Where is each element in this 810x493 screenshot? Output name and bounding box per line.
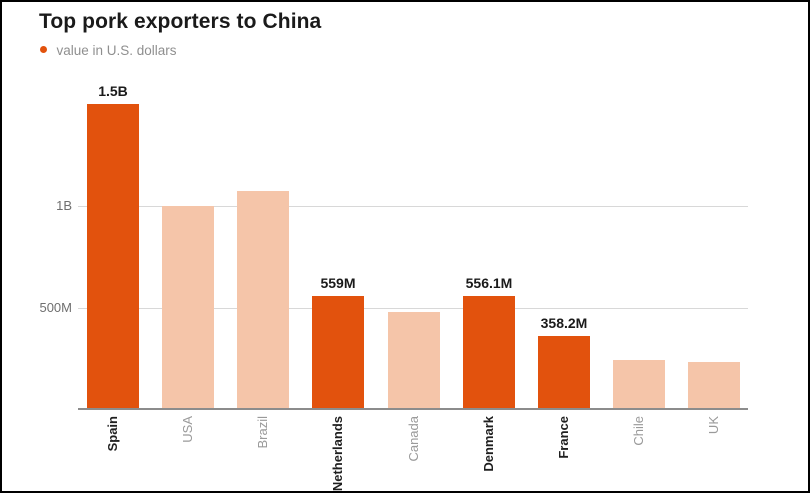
bar-spain [87,104,139,409]
chart-legend: value in U.S. dollars [40,42,177,58]
bar-chile [613,360,665,409]
bar-canada [388,312,440,409]
bar-netherlands [312,296,364,409]
bar-value-label-spain: 1.5B [98,83,128,99]
chart-title: Top pork exporters to China [39,10,322,33]
x-axis-label-text: France [556,416,571,459]
bar-brazil [237,191,289,409]
x-axis-label-text: Netherlands [330,416,345,492]
legend-dot-icon [40,46,47,54]
x-axis-line [78,408,748,410]
y-axis-tick-label-1b: 1B [56,198,72,213]
bar-uk [688,362,740,409]
bar-value-label-france: 358.2M [540,315,588,331]
bar-usa [162,206,214,409]
bar-value-label-netherlands: 559M [320,275,356,291]
bar-france [538,336,590,409]
bar-value-label-denmark: 556.1M [465,275,513,291]
x-axis-label-text: Brazil [255,416,270,449]
gridline-500m [78,308,748,309]
x-axis-label-text: UK [706,416,721,435]
x-axis-label-text: Chile [631,416,646,446]
x-axis-label-text: USA [180,416,195,443]
bar-denmark [463,296,515,409]
y-axis-tick-label-500m: 500M [39,300,72,315]
gridline-1b [78,206,748,207]
x-axis-label-text: Spain [105,416,120,452]
x-axis-label-text: Canada [406,416,421,462]
legend-label: value in U.S. dollars [56,43,177,59]
x-axis-label-text: Denmark [481,416,496,472]
